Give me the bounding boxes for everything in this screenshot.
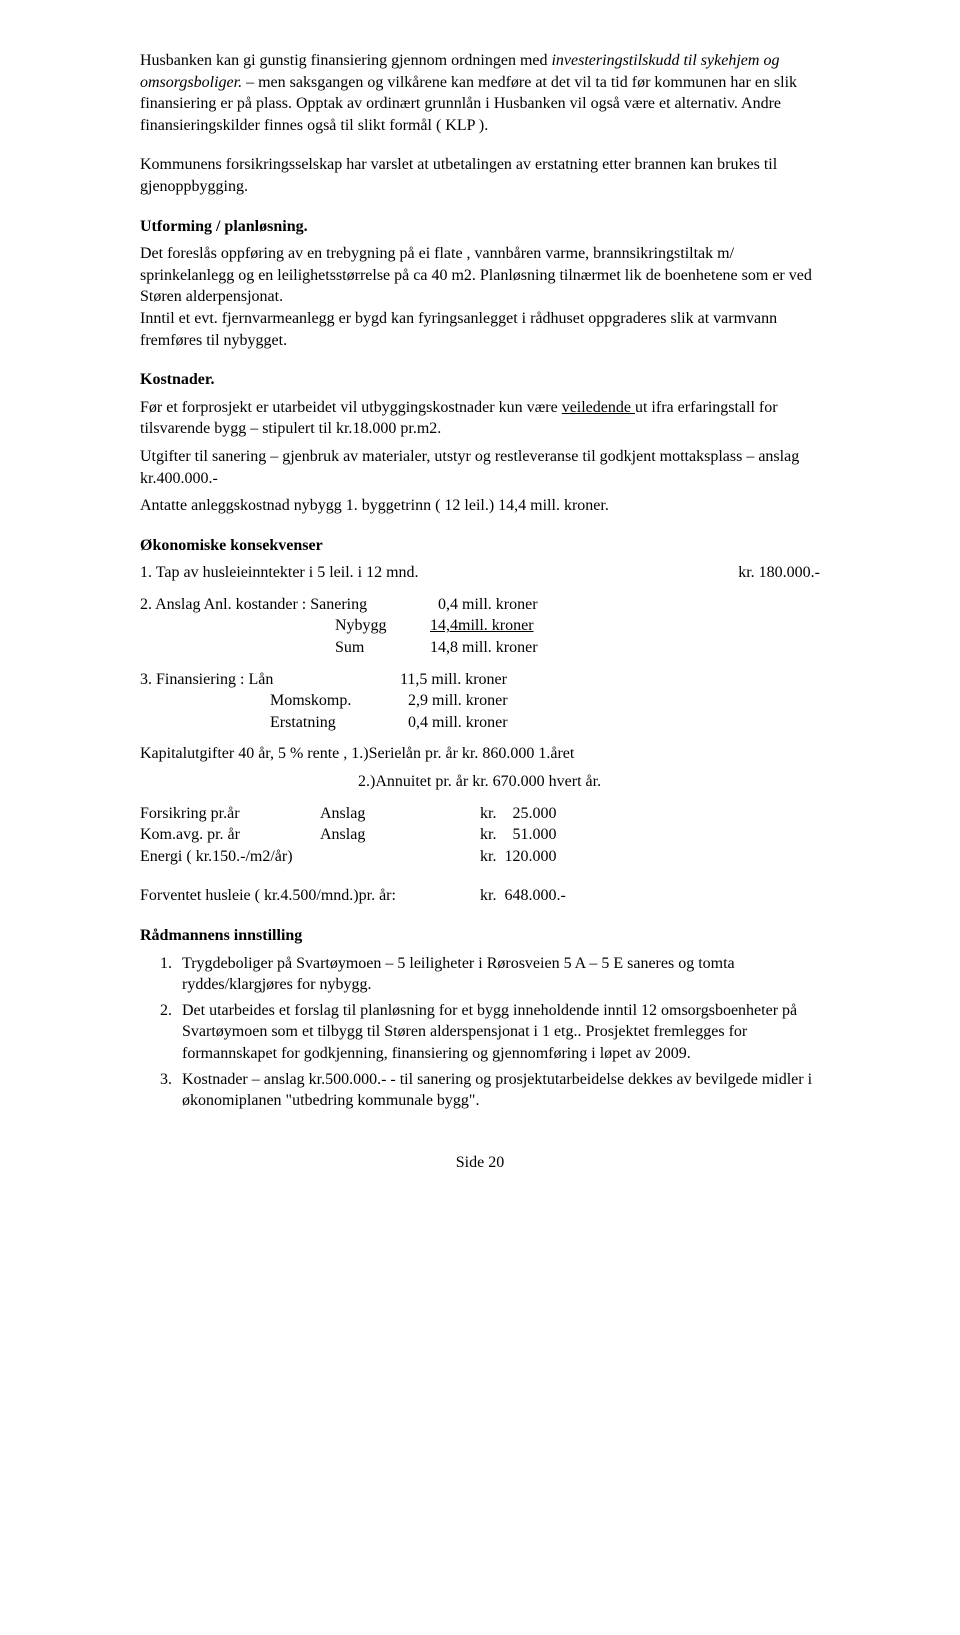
innstilling-item-2: Det utarbeides et forslag til planløsnin…	[176, 1000, 820, 1065]
fin-value-0: 11,5 mill. kroner	[400, 669, 507, 691]
anslag-value-1: 14,4mill. kroner	[430, 615, 534, 637]
fin-row-2: Erstatning 0,4 mill. kroner	[140, 712, 820, 734]
fin-value-2: 0,4 mill. kroner	[400, 712, 508, 734]
okonomi-heading: Økonomiske konsekvenser	[140, 535, 820, 557]
okonomi-block3: 3. Finansiering : Lån 11,5 mill. kroner …	[140, 669, 820, 734]
utforming-body: Det foreslås oppføring av en trebygning …	[140, 243, 820, 351]
kostnader-p1: Før et forprosjekt er utarbeidet vil utb…	[140, 397, 820, 440]
kostnader-p1b: veiledende	[562, 399, 635, 416]
anslag-value-0: 0,4 mill. kroner	[430, 594, 538, 616]
utforming-heading: Utforming / planløsning.	[140, 216, 820, 238]
anslag-row-1: Nybygg 14,4mill. kroner	[140, 615, 820, 637]
kapital-line2: 2.)Annuitet pr. år kr. 670.000 hvert år.	[140, 771, 820, 793]
innstilling-list: Trygdeboliger på Svartøymoen – 5 leiligh…	[140, 953, 820, 1112]
okonomi-line1: 1. Tap av husleieinntekter i 5 leil. i 1…	[140, 562, 820, 584]
intro-1a: Husbanken kan gi gunstig finansiering gj…	[140, 52, 551, 69]
okonomi-line1-left: 1. Tap av husleieinntekter i 5 leil. i 1…	[140, 562, 419, 584]
kostnader-p1a: Før et forprosjekt er utarbeidet vil utb…	[140, 399, 562, 416]
innstilling-item-1: Trygdeboliger på Svartøymoen – 5 leiligh…	[176, 953, 820, 996]
cost-2-c1: Energi ( kr.150.-/m2/år)	[140, 846, 480, 868]
cost-row-2: Energi ( kr.150.-/m2/år) kr. 120.000	[140, 846, 820, 868]
fin-value-1: 2,9 mill. kroner	[400, 690, 508, 712]
kostnader-heading: Kostnader.	[140, 369, 820, 391]
anslag-label-2: Sum	[140, 637, 430, 659]
kostnader-p2: Utgifter til sanering – gjenbruk av mate…	[140, 446, 820, 489]
anslag-row-0: 2. Anslag Anl. kostander : Sanering 0,4 …	[140, 594, 820, 616]
fin-label-0: 3. Finansiering : Lån	[140, 669, 400, 691]
anslag-value-2: 14,8 mill. kroner	[430, 637, 538, 659]
kapital-line1: Kapitalutgifter 40 år, 5 % rente , 1.)Se…	[140, 743, 820, 765]
innstilling-heading: Rådmannens innstilling	[140, 925, 820, 947]
anslag-label-0: 2. Anslag Anl. kostander : Sanering	[140, 594, 430, 616]
cost-1-c1: Kom.avg. pr. år	[140, 824, 320, 846]
fin-row-0: 3. Finansiering : Lån 11,5 mill. kroner	[140, 669, 820, 691]
cost-2-c3: kr. 120.000	[480, 846, 820, 868]
page-footer: Side 20	[140, 1152, 820, 1174]
kostnader-p3: Antatte anleggskostnad nybygg 1. byggetr…	[140, 495, 820, 517]
innstilling-item-3: Kostnader – anslag kr.500.000.- - til sa…	[176, 1069, 820, 1112]
cost-row-0: Forsikring pr.år Anslag kr. 25.000	[140, 803, 820, 825]
fin-label-1: Momskomp.	[140, 690, 400, 712]
okonomi-block2: 2. Anslag Anl. kostander : Sanering 0,4 …	[140, 594, 820, 659]
document-page: Husbanken kan gi gunstig finansiering gj…	[70, 0, 890, 1233]
husleie-left: Forventet husleie ( kr.4.500/mnd.)pr. år…	[140, 885, 480, 907]
okonomi-line1-right: kr. 180.000.-	[738, 562, 820, 584]
cost-0-c3: kr. 25.000	[480, 803, 820, 825]
intro-paragraph-1: Husbanken kan gi gunstig finansiering gj…	[140, 50, 820, 136]
husleie-right: kr. 648.000.-	[480, 885, 566, 907]
anslag-row-2: Sum 14,8 mill. kroner	[140, 637, 820, 659]
cost-1-c3: kr. 51.000	[480, 824, 820, 846]
okonomi-block4: Forsikring pr.år Anslag kr. 25.000 Kom.a…	[140, 803, 820, 868]
cost-1-c2: Anslag	[320, 824, 480, 846]
cost-0-c1: Forsikring pr.år	[140, 803, 320, 825]
fin-row-1: Momskomp. 2,9 mill. kroner	[140, 690, 820, 712]
husleie-row: Forventet husleie ( kr.4.500/mnd.)pr. år…	[140, 885, 820, 907]
anslag-label-1: Nybygg	[140, 615, 430, 637]
fin-label-2: Erstatning	[140, 712, 400, 734]
intro-paragraph-2: Kommunens forsikringsselskap har varslet…	[140, 154, 820, 197]
cost-row-1: Kom.avg. pr. år Anslag kr. 51.000	[140, 824, 820, 846]
cost-0-c2: Anslag	[320, 803, 480, 825]
